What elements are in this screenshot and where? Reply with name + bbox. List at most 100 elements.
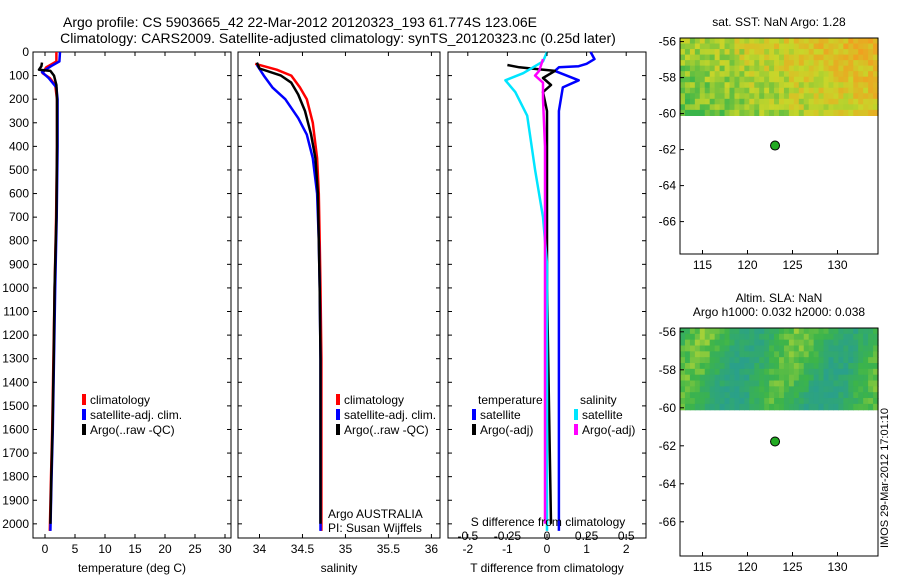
- sst_map-field-cell: [863, 60, 869, 67]
- sla_map-field-cell: [823, 403, 830, 411]
- sst_map-field-cell: [808, 87, 815, 94]
- sst_map-field-cell: [694, 49, 701, 56]
- sst_map-field-cell: [744, 93, 750, 100]
- sst_map-field-cell: [788, 104, 795, 111]
- sla_map-field-cell: [724, 398, 731, 405]
- sst_map-field-cell: [793, 104, 800, 111]
- sst_map-field-cell: [823, 43, 830, 50]
- sla_map-field-cell: [759, 363, 765, 370]
- sst_map-field-cell: [744, 82, 750, 89]
- sst_map-field-cell: [853, 76, 859, 83]
- sla_map-field-cell: [848, 351, 854, 358]
- sst_map-field-cell: [858, 65, 864, 72]
- sst_map-field-cell: [694, 76, 701, 83]
- sst_map-field-cell: [764, 104, 770, 111]
- sst_map-field-cell: [759, 98, 765, 105]
- sst_map-field-cell: [858, 98, 864, 105]
- sla_map-field-cell: [744, 357, 750, 364]
- sla_map-field-cell: [858, 357, 864, 364]
- temperature-xtick-label: 10: [98, 542, 112, 556]
- sla_map-field-cell: [838, 403, 844, 411]
- sla_map-field-cell: [774, 328, 780, 335]
- sla_map-field-cell: [764, 374, 770, 382]
- sst_map-field-cell: [754, 93, 760, 100]
- sla_map-field-cell: [793, 398, 800, 405]
- sst_map-field-cell: [783, 38, 790, 45]
- sst_map-field-cell: [694, 82, 701, 89]
- sla_map-field-cell: [858, 368, 864, 376]
- sst_map-field-cell: [769, 76, 775, 83]
- sla_map-field-cell: [783, 380, 790, 387]
- sst_map-field-cell: [783, 76, 790, 83]
- sst_map-field-cell: [868, 109, 874, 116]
- sst_map-field-cell: [858, 87, 864, 94]
- sla_map-field-cell: [798, 386, 805, 393]
- sst_map-field-cell: [868, 82, 874, 89]
- sst_map-field-cell: [793, 109, 800, 116]
- sla_map-field-cell: [699, 339, 706, 347]
- sla-map-chart: 115 120 125 130 -56 -58 -60 -62 -64 -66 Altim. SLA…: [659, 291, 879, 574]
- sst_map-field-cell: [729, 71, 736, 78]
- sst_map-field-cell: [823, 87, 830, 94]
- sst_map-field-cell: [783, 43, 790, 50]
- temperature-ytick-label: 1500: [2, 399, 29, 413]
- sst_map-field-cell: [724, 76, 731, 83]
- sst_map-field-cell: [764, 109, 770, 116]
- sla_map-field-cell: [798, 403, 805, 411]
- sla_map-field-cell: [853, 374, 859, 382]
- sst_map-field-cell: [774, 49, 780, 56]
- sla_map-field-cell: [868, 374, 874, 382]
- sla_map-field-cell: [739, 392, 745, 399]
- sla_map-field-cell: [684, 380, 691, 387]
- sla_map-field-cell: [848, 363, 854, 370]
- sst_map-field-cell: [788, 43, 795, 50]
- diff-s-axis-tick-label: 0: [544, 529, 551, 543]
- sla_map-field-cell: [843, 380, 849, 387]
- sst_map-field-cell: [833, 104, 839, 111]
- sla_map-field-cell: [793, 351, 800, 358]
- sst_map-field-cell: [769, 87, 775, 94]
- sst_map-field-cell: [704, 43, 711, 50]
- sla_map-field-cell: [699, 351, 706, 358]
- sst_map-field-cell: [853, 98, 859, 105]
- sst_map-field-cell: [764, 65, 770, 72]
- sla_map-field-cell: [714, 386, 721, 393]
- sst_map-field-cell: [783, 109, 790, 116]
- sla_map-field-cell: [704, 380, 711, 387]
- sst_map-field-cell: [680, 82, 686, 89]
- sst_map-field-cell: [863, 43, 869, 50]
- sst_map-field-cell: [764, 43, 770, 50]
- sst_map-field-cell: [744, 76, 750, 83]
- sla_map-field-cell: [759, 392, 765, 399]
- sst_map-field-cell: [709, 98, 716, 105]
- sla_map-field-cell: [873, 374, 879, 382]
- sla_map-field-cell: [680, 398, 686, 405]
- sst_map-field-cell: [759, 93, 765, 100]
- temperature-legend-2-label: Argo(..raw -QC): [90, 423, 175, 437]
- sst_map-field-cell: [779, 54, 785, 61]
- sst_map-field-cell: [774, 76, 780, 83]
- sla_map-field-cell: [813, 374, 820, 382]
- sla_map-field-cell: [798, 398, 805, 405]
- sst_map-field-cell: [689, 38, 696, 45]
- sst_map-field-cell: [680, 93, 686, 100]
- sla_map-field-cell: [754, 368, 760, 376]
- sla_map-field-cell: [848, 345, 854, 352]
- temperature-ytick-label: 1800: [2, 470, 29, 484]
- sla_map-field-cell: [719, 398, 726, 405]
- sst_map-field-cell: [833, 76, 839, 83]
- sst_map-field-cell: [813, 71, 820, 78]
- sla_map-field-cell: [684, 345, 691, 352]
- temperature-xlabel: temperature (deg C): [78, 561, 186, 575]
- sst_map-field-cell: [699, 98, 706, 105]
- sla_map-field-cell: [803, 380, 810, 387]
- sla_map-field-cell: [680, 363, 686, 370]
- sst_map-field-cell: [729, 76, 736, 83]
- sst_map-field-cell: [689, 93, 696, 100]
- sla_map-field-cell: [868, 339, 874, 347]
- sla_map-field-cell: [769, 398, 775, 405]
- sla_map-ytick-label: -64: [659, 477, 677, 491]
- sla_map-field-cell: [868, 345, 874, 352]
- sst_map-field-cell: [788, 71, 795, 78]
- sla_map-field-cell: [818, 403, 825, 411]
